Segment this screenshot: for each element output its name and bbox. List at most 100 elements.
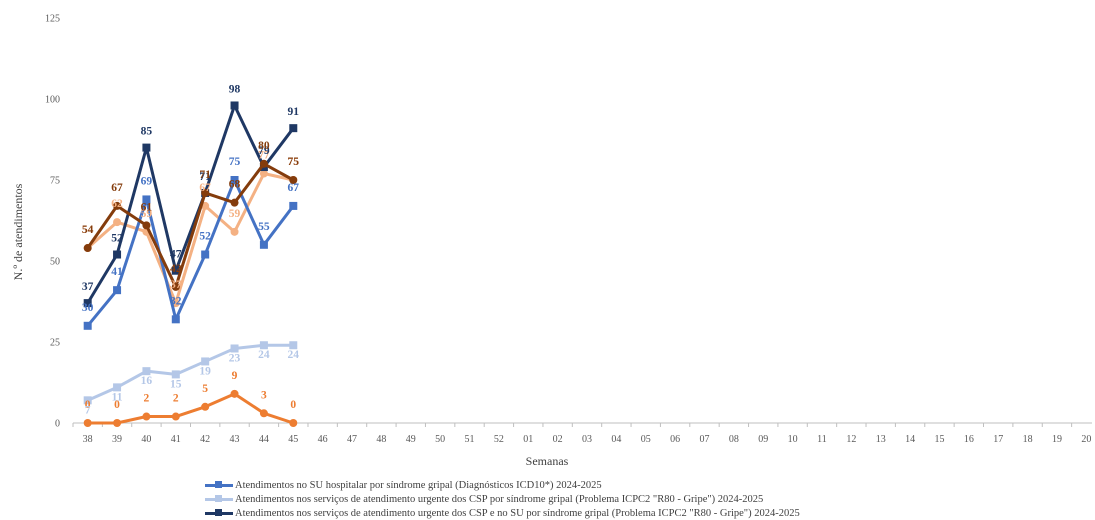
y-tick-label: 25: [50, 338, 60, 349]
y-tick-label: 125: [45, 14, 60, 25]
data-point: [289, 419, 298, 427]
series-line: [87, 392, 294, 425]
data-point: [259, 240, 268, 249]
x-tick-label: 02: [553, 434, 563, 445]
legend: Atendimentos no SU hospitalar por síndro…: [205, 478, 800, 520]
data-point: [113, 218, 122, 227]
data-label: 0: [85, 399, 91, 411]
data-label: 23: [229, 352, 241, 364]
data-label: 5: [202, 383, 208, 395]
x-tick-label: 17: [993, 434, 1003, 445]
legend-swatch-square: [205, 508, 233, 518]
data-point: [171, 370, 180, 379]
data-point: [201, 357, 210, 366]
data-label: 3: [261, 389, 267, 401]
data-label: 7: [85, 404, 91, 416]
x-tick-label: 04: [611, 434, 621, 445]
x-tick-label: 45: [288, 434, 298, 445]
x-tick-label: 11: [817, 434, 827, 445]
x-tick-label: 10: [788, 434, 798, 445]
data-label: 67: [111, 182, 123, 194]
legend-item: Atendimentos nos serviços de atendimento…: [205, 506, 800, 520]
data-point: [289, 124, 298, 133]
data-label: 0: [114, 399, 120, 411]
data-point: [201, 250, 210, 259]
data-point: [171, 266, 180, 275]
y-axis-label: N.º de atendimentos: [11, 183, 25, 280]
data-label: 9: [232, 370, 238, 382]
chart: N.º de atendimentos Semanas 025507510012…: [11, 14, 1092, 468]
data-label: 37: [82, 281, 94, 293]
x-tick-label: 47: [347, 434, 357, 445]
data-point: [201, 188, 210, 197]
series-group: [83, 101, 298, 427]
x-tick-label: 01: [523, 434, 533, 445]
data-label: 24: [258, 349, 270, 361]
x-tick-label: 15: [934, 434, 944, 445]
legend-label: Atendimentos nos serviços de atendimento…: [235, 493, 764, 505]
data-label: 55: [258, 221, 270, 233]
legend-item: Atendimentos no SU hospitalar por síndro…: [205, 478, 800, 492]
data-label: 68: [229, 179, 241, 191]
data-point: [230, 176, 239, 184]
data-point: [171, 412, 180, 421]
x-tick-label: 38: [83, 434, 93, 445]
x-axis-label: Semanas: [526, 454, 569, 468]
data-point: [83, 321, 92, 330]
data-label: 59: [141, 208, 153, 220]
data-point: [142, 195, 151, 204]
data-label: 15: [170, 378, 182, 390]
data-label: 30: [82, 302, 94, 314]
x-tick-label: 46: [318, 434, 328, 445]
series-line: [86, 103, 295, 304]
data-point: [289, 176, 298, 184]
data-point: [142, 143, 151, 152]
data-point: [142, 367, 151, 376]
x-tick-label: 39: [112, 434, 122, 445]
data-label: 75: [288, 156, 300, 168]
data-point: [201, 402, 210, 411]
data-label: 54: [82, 224, 94, 236]
x-tick-label: 05: [641, 434, 651, 445]
data-point: [230, 389, 239, 398]
data-point: [142, 221, 151, 230]
data-label: 47: [170, 249, 182, 261]
data-label: 67: [288, 182, 300, 194]
x-tick-label: 19: [1052, 434, 1062, 445]
data-label: 24: [288, 349, 300, 361]
x-tick-label: 12: [846, 434, 856, 445]
data-point: [113, 201, 122, 210]
data-label: 98: [229, 83, 241, 95]
data-label: 11: [112, 391, 123, 403]
x-tick-label: 51: [465, 434, 475, 445]
data-label: 2: [173, 393, 179, 405]
x-tick-label: 09: [758, 434, 768, 445]
data-point: [83, 396, 92, 405]
data-point: [230, 101, 239, 110]
x-tick-label: 48: [376, 434, 386, 445]
data-label: 75: [229, 156, 241, 168]
x-tick-label: 03: [582, 434, 592, 445]
data-point: [289, 341, 298, 350]
data-label: 41: [111, 266, 123, 278]
x-tick-label: 20: [1081, 434, 1091, 445]
data-label: 80: [258, 140, 270, 152]
data-label: 85: [141, 126, 153, 138]
x-tick-label: 49: [406, 434, 416, 445]
series-line: [86, 178, 295, 327]
x-tick-label: 06: [670, 434, 680, 445]
data-point: [83, 419, 92, 427]
data-label: 16: [141, 375, 153, 387]
x-tick-label: 52: [494, 434, 504, 445]
x-tick-label: 42: [200, 434, 210, 445]
data-point: [259, 341, 268, 350]
x-tick-label: 43: [230, 434, 240, 445]
x-tick-label: 50: [435, 434, 445, 445]
data-point: [171, 315, 180, 324]
y-tick-label: 50: [50, 257, 60, 268]
data-point: [83, 299, 92, 308]
data-label: 37: [170, 279, 182, 291]
x-tick-label: 41: [171, 434, 181, 445]
data-label: 67: [199, 182, 211, 194]
